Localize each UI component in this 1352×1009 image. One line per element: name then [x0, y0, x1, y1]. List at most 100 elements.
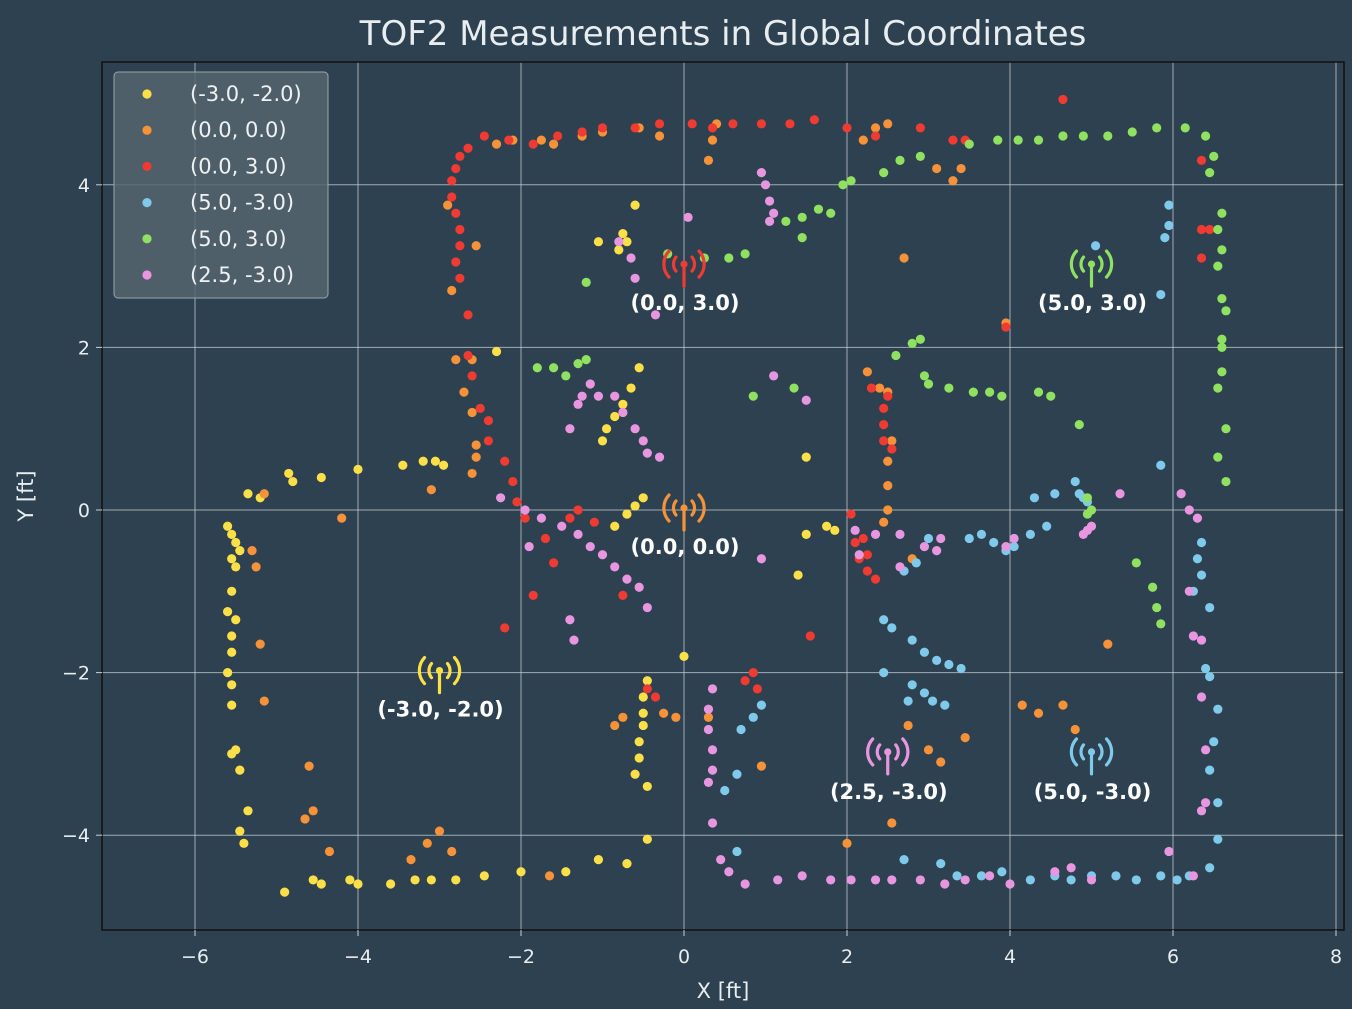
data-point [923, 533, 934, 544]
data-point [724, 253, 734, 263]
data-point [671, 712, 681, 722]
data-point [997, 867, 1007, 877]
data-point [748, 712, 758, 722]
data-point [740, 676, 750, 686]
data-point [1196, 692, 1207, 702]
data-point [1209, 737, 1219, 747]
y-tick-label: −4 [62, 825, 90, 847]
data-point [1196, 224, 1207, 235]
data-point [434, 826, 445, 836]
data-point [1058, 700, 1068, 710]
data-point [634, 753, 644, 763]
data-point [1213, 383, 1223, 393]
data-point [508, 476, 518, 487]
data-point [353, 464, 363, 474]
data-point [597, 550, 608, 560]
data-point [756, 119, 767, 129]
y-tick-label: 0 [78, 500, 90, 522]
data-point [1196, 570, 1207, 580]
data-point [438, 460, 449, 470]
data-point [577, 127, 587, 137]
data-point [573, 505, 583, 515]
data-point [1180, 123, 1190, 133]
data-point [822, 521, 832, 531]
data-point [858, 533, 868, 544]
data-point [895, 529, 905, 539]
data-point [227, 586, 237, 596]
data-point [304, 761, 314, 771]
data-point [809, 115, 820, 125]
data-point [940, 879, 950, 889]
data-point [879, 668, 889, 678]
data-point [618, 407, 628, 418]
data-point [968, 387, 978, 397]
antenna-wave [1069, 249, 1079, 279]
antenna-dot [1087, 748, 1096, 756]
data-point [989, 537, 999, 548]
data-point [756, 700, 767, 710]
antenna-icon [417, 656, 462, 695]
x-tick-label: −2 [507, 946, 535, 968]
data-point [1074, 420, 1084, 430]
data-point [463, 350, 473, 361]
data-point [1192, 554, 1203, 564]
data-point [1009, 541, 1019, 552]
data-point [944, 383, 954, 393]
data-point [231, 537, 241, 548]
legend-box [113, 71, 329, 299]
data-point [875, 383, 885, 393]
data-point [923, 745, 934, 755]
data-point [879, 436, 889, 446]
data-point [536, 135, 546, 145]
data-point [455, 224, 465, 235]
antenna-wave [1097, 743, 1104, 761]
data-point [919, 647, 930, 657]
data-point [826, 875, 836, 885]
data-point [879, 517, 889, 527]
data-point [227, 554, 237, 564]
data-point [703, 724, 714, 735]
data-point [764, 216, 775, 226]
data-point [801, 452, 811, 462]
data-point [597, 436, 608, 446]
data-point [732, 846, 742, 857]
data-point [1201, 745, 1211, 755]
legend-label: (-3.0, -2.0) [190, 82, 302, 106]
data-point [1221, 424, 1231, 434]
data-point [451, 163, 461, 174]
data-point [398, 460, 408, 470]
data-point [993, 135, 1003, 145]
data-point [231, 562, 241, 572]
data-point [936, 859, 946, 869]
data-point [549, 363, 559, 373]
data-point [345, 875, 355, 885]
data-point [622, 859, 632, 869]
data-point [923, 379, 934, 389]
data-point [915, 334, 925, 344]
data-point [516, 867, 526, 877]
sensor-label: (5.0, 3.0) [1038, 291, 1147, 315]
axis-ticks: −6 −4 −2 0 2 4 6 8 −4 −2 0 2 4 [62, 175, 1342, 968]
legend: (-3.0, -2.0) (0.0, 0.0) (0.0, 3.0) (5.0, -3… [113, 71, 329, 299]
data-point [883, 456, 893, 466]
data-point [255, 639, 265, 649]
data-point [911, 558, 921, 568]
data-point [654, 131, 665, 141]
data-point [1082, 493, 1093, 503]
data-point [610, 720, 620, 731]
data-point [223, 668, 233, 678]
data-point [720, 785, 730, 796]
data-point [642, 834, 652, 844]
x-tick-label: 8 [1330, 946, 1342, 968]
data-point [308, 875, 318, 885]
data-point [854, 550, 864, 560]
data-point [467, 468, 477, 479]
data-point [247, 546, 257, 556]
data-point [1213, 798, 1223, 808]
data-point [976, 529, 987, 539]
data-point [418, 456, 428, 466]
x-axis-label: X [ft] [697, 979, 750, 1003]
antenna-wave [1069, 737, 1079, 767]
data-point [642, 448, 652, 458]
data-point [459, 387, 469, 397]
